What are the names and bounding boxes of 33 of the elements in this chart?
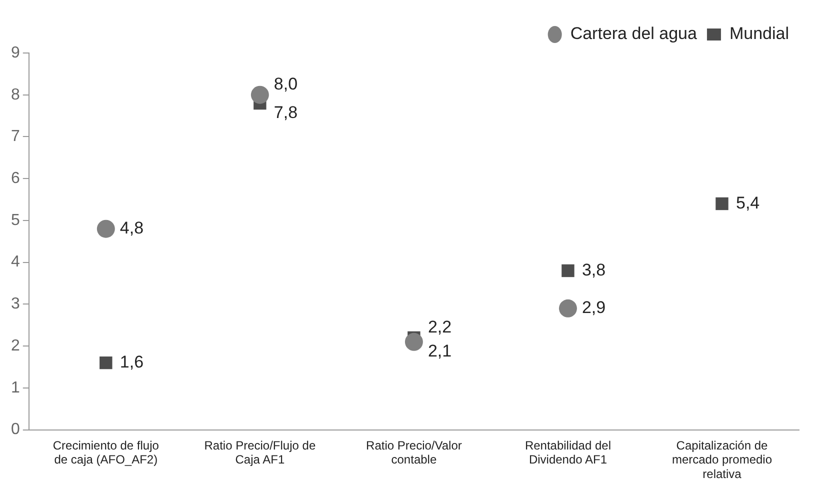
y-tick-label: 6 — [10, 170, 20, 188]
legend-label: Mundial — [729, 24, 790, 44]
x-tick-label: Capitalización de mercado promedio relativa — [672, 438, 772, 482]
x-tick-label: Ratio Precio/Valor contable — [366, 438, 462, 467]
point — [562, 264, 574, 278]
x-tick-label: Crecimiento de flujo de caja (AFO_AF2) — [52, 438, 160, 467]
x-tick-label: Rentabilidad del Dividendo AF1 — [524, 438, 611, 467]
point — [100, 356, 112, 370]
data-label: 4,8 — [120, 218, 144, 238]
data-label: 1,6 — [120, 352, 144, 372]
data-label: 2,2 — [428, 317, 452, 336]
y-tick-label: 9 — [10, 44, 20, 62]
y-tick-label: 5 — [10, 212, 20, 229]
y-tick-label: 1 — [10, 379, 20, 396]
point — [558, 299, 577, 318]
y-tick-label: 7 — [10, 128, 20, 146]
y-tick-label: 2 — [10, 337, 20, 354]
y-tick-label: 3 — [10, 296, 20, 313]
data-label: 8,0 — [274, 74, 298, 94]
y-tick-label: 0 — [10, 421, 20, 438]
data-label: 3,8 — [582, 260, 606, 280]
y-tick-label: 4 — [10, 254, 20, 271]
data-label: 2,9 — [582, 298, 606, 318]
legend-label: Cartera del agua — [570, 24, 698, 44]
point — [716, 197, 728, 210]
data-label: 5,4 — [736, 193, 760, 212]
y-tick-label: 8 — [10, 86, 20, 104]
data-label: 2,1 — [428, 342, 452, 361]
point — [96, 220, 115, 238]
x-tick-label: Ratio Precio/Flujo de Caja AF1 — [204, 438, 316, 467]
point — [250, 86, 269, 104]
data-label: 7,8 — [274, 102, 298, 122]
point — [404, 332, 423, 351]
